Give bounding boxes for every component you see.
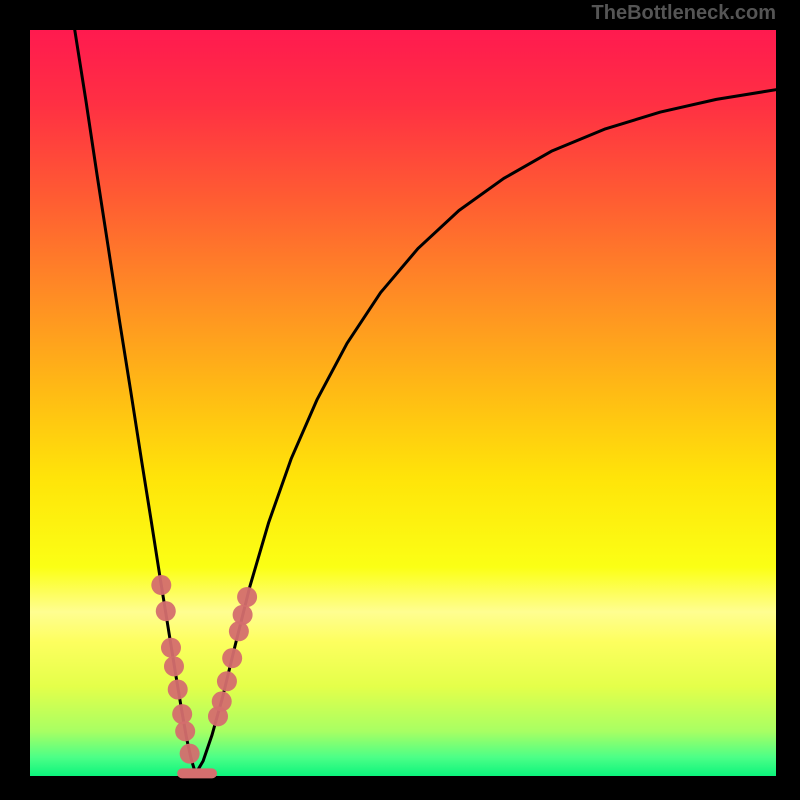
watermark-text: TheBottleneck.com <box>592 2 776 25</box>
data-point <box>156 601 176 621</box>
chart-canvas: TheBottleneck.com <box>0 0 800 800</box>
plot-area <box>30 30 776 776</box>
data-point <box>161 638 181 658</box>
data-point <box>212 691 232 711</box>
data-point <box>180 744 200 764</box>
data-point <box>222 648 242 668</box>
data-point <box>172 704 192 724</box>
data-point <box>175 721 195 741</box>
data-point <box>168 679 188 699</box>
data-point <box>217 671 237 691</box>
gradient-background <box>30 30 776 776</box>
data-point <box>151 575 171 595</box>
data-point <box>233 605 253 625</box>
data-point <box>237 587 257 607</box>
data-point <box>164 656 184 676</box>
